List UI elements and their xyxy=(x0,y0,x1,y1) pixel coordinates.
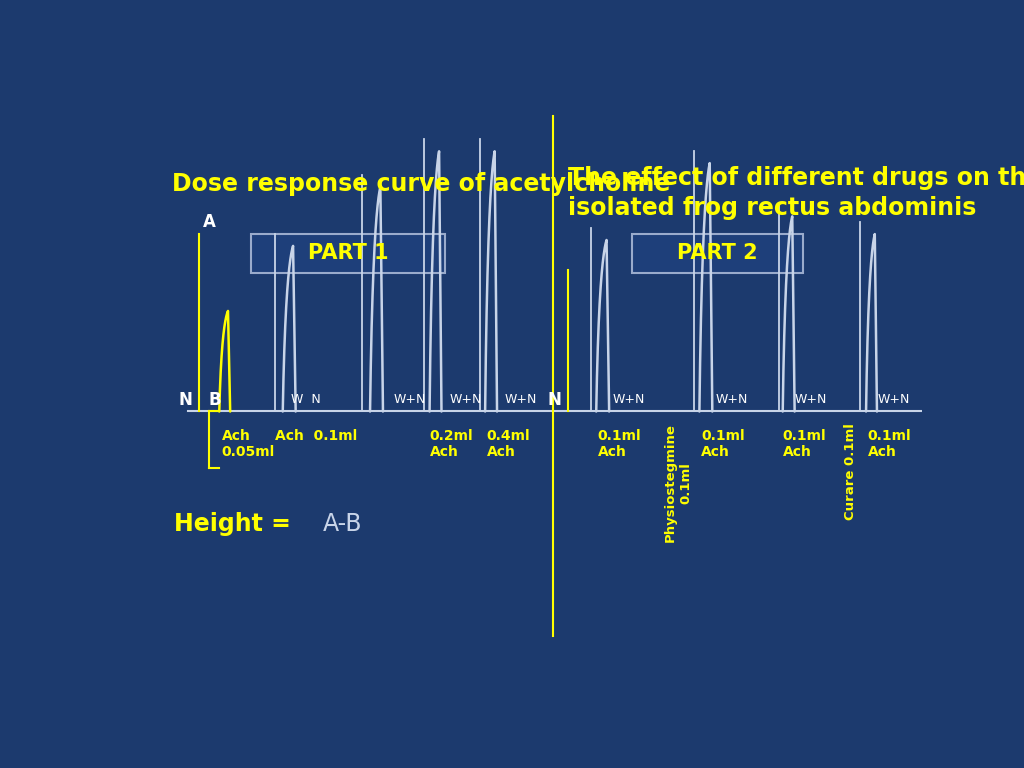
Text: Ach
0.05ml: Ach 0.05ml xyxy=(221,429,274,459)
Text: PART 2: PART 2 xyxy=(677,243,758,263)
Text: N: N xyxy=(547,391,561,409)
Text: N: N xyxy=(178,391,193,409)
Text: Height =: Height = xyxy=(174,511,299,536)
Text: 0.4ml
Ach: 0.4ml Ach xyxy=(486,429,530,459)
Text: A: A xyxy=(204,214,216,231)
FancyBboxPatch shape xyxy=(251,234,445,273)
FancyBboxPatch shape xyxy=(632,234,803,273)
Text: 0.1ml
Ach: 0.1ml Ach xyxy=(867,429,911,459)
Text: 0.1ml
Ach: 0.1ml Ach xyxy=(701,429,744,459)
Text: Curare 0.1ml: Curare 0.1ml xyxy=(844,423,857,520)
Text: Dose response curve of acetylcholine: Dose response curve of acetylcholine xyxy=(172,172,670,196)
Text: The effect of different drugs on the
isolated frog rectus abdominis: The effect of different drugs on the iso… xyxy=(568,166,1024,220)
Text: W+N: W+N xyxy=(394,392,426,406)
Text: 0.1ml
Ach: 0.1ml Ach xyxy=(598,429,641,459)
Text: 0.2ml
Ach: 0.2ml Ach xyxy=(430,429,473,459)
Text: W+N: W+N xyxy=(450,392,481,406)
Text: W+N: W+N xyxy=(715,392,748,406)
Text: W+N: W+N xyxy=(795,392,827,406)
Text: W+N: W+N xyxy=(878,392,910,406)
Text: A-B: A-B xyxy=(323,511,361,536)
Text: PART 1: PART 1 xyxy=(308,243,388,263)
Text: W+N: W+N xyxy=(612,392,644,406)
Text: Ach  0.1ml: Ach 0.1ml xyxy=(274,429,357,443)
Text: B: B xyxy=(209,391,221,409)
Text: Physiostegmine
0.1ml: Physiostegmine 0.1ml xyxy=(664,423,692,542)
Text: W  N: W N xyxy=(291,392,321,406)
Text: 0.1ml
Ach: 0.1ml Ach xyxy=(782,429,826,459)
Text: W+N: W+N xyxy=(505,392,538,406)
